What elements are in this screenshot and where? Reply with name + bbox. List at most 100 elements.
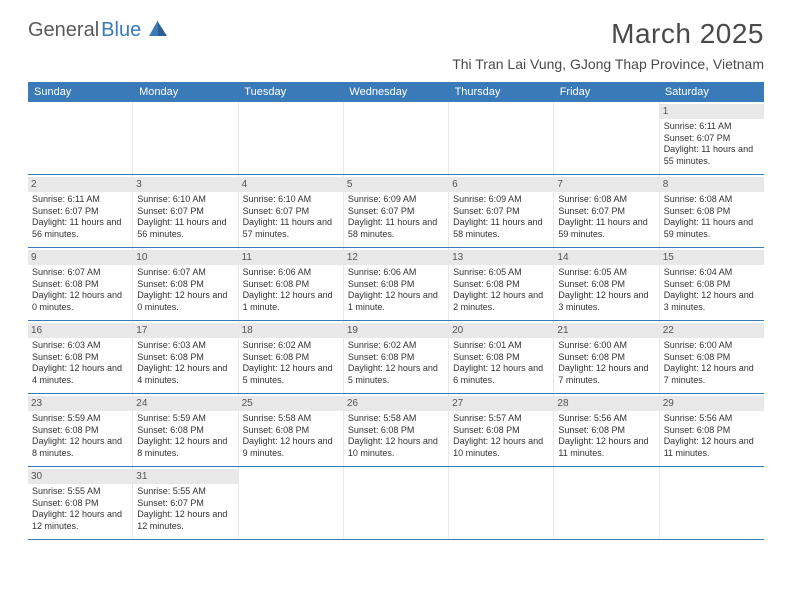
daylight-text: Daylight: 11 hours and 56 minutes. <box>137 217 233 240</box>
header: General Blue March 2025 Thi Tran Lai Vun… <box>0 0 792 76</box>
sunset-text: Sunset: 6:07 PM <box>137 206 233 218</box>
sunset-text: Sunset: 6:08 PM <box>32 425 128 437</box>
sunrise-text: Sunrise: 5:56 AM <box>664 413 760 425</box>
sunrise-text: Sunrise: 5:58 AM <box>243 413 339 425</box>
day-cell <box>133 102 238 174</box>
daylight-text: Daylight: 11 hours and 58 minutes. <box>453 217 549 240</box>
day-cell: 25Sunrise: 5:58 AMSunset: 6:08 PMDayligh… <box>239 394 344 466</box>
sunrise-text: Sunrise: 5:58 AM <box>348 413 444 425</box>
title-block: March 2025 Thi Tran Lai Vung, GJong Thap… <box>452 18 764 72</box>
sunset-text: Sunset: 6:08 PM <box>348 352 444 364</box>
day-number: 21 <box>554 323 658 338</box>
week-row: 1Sunrise: 6:11 AMSunset: 6:07 PMDaylight… <box>28 102 764 175</box>
day-cell: 14Sunrise: 6:05 AMSunset: 6:08 PMDayligh… <box>554 248 659 320</box>
daylight-text: Daylight: 12 hours and 7 minutes. <box>664 363 760 386</box>
day-number: 12 <box>344 250 448 265</box>
daylight-text: Daylight: 11 hours and 59 minutes. <box>664 217 760 240</box>
sunrise-text: Sunrise: 5:59 AM <box>137 413 233 425</box>
sunset-text: Sunset: 6:08 PM <box>664 352 760 364</box>
sunrise-text: Sunrise: 6:00 AM <box>558 340 654 352</box>
sunset-text: Sunset: 6:08 PM <box>32 498 128 510</box>
daylight-text: Daylight: 12 hours and 11 minutes. <box>664 436 760 459</box>
sunrise-text: Sunrise: 6:02 AM <box>243 340 339 352</box>
sunset-text: Sunset: 6:07 PM <box>137 498 233 510</box>
day-number: 5 <box>344 177 448 192</box>
day-number: 17 <box>133 323 237 338</box>
day-number: 16 <box>28 323 132 338</box>
sunrise-text: Sunrise: 5:59 AM <box>32 413 128 425</box>
weekday-header: Thursday <box>449 82 554 102</box>
day-cell: 1Sunrise: 6:11 AMSunset: 6:07 PMDaylight… <box>660 102 764 174</box>
daylight-text: Daylight: 12 hours and 5 minutes. <box>348 363 444 386</box>
day-cell <box>344 467 449 539</box>
day-cell: 17Sunrise: 6:03 AMSunset: 6:08 PMDayligh… <box>133 321 238 393</box>
weekday-header: Friday <box>554 82 659 102</box>
day-number: 28 <box>554 396 658 411</box>
day-cell <box>660 467 764 539</box>
day-cell <box>344 102 449 174</box>
daylight-text: Daylight: 11 hours and 58 minutes. <box>348 217 444 240</box>
sunset-text: Sunset: 6:07 PM <box>558 206 654 218</box>
sunset-text: Sunset: 6:07 PM <box>664 133 760 145</box>
day-number: 19 <box>344 323 448 338</box>
sunset-text: Sunset: 6:08 PM <box>243 279 339 291</box>
week-row: 9Sunrise: 6:07 AMSunset: 6:08 PMDaylight… <box>28 248 764 321</box>
sunset-text: Sunset: 6:08 PM <box>664 425 760 437</box>
day-number: 11 <box>239 250 343 265</box>
day-number: 6 <box>449 177 553 192</box>
day-number: 31 <box>133 469 237 484</box>
day-cell: 18Sunrise: 6:02 AMSunset: 6:08 PMDayligh… <box>239 321 344 393</box>
sunrise-text: Sunrise: 6:10 AM <box>243 194 339 206</box>
week-row: 30Sunrise: 5:55 AMSunset: 6:08 PMDayligh… <box>28 467 764 540</box>
month-title: March 2025 <box>452 18 764 50</box>
sunset-text: Sunset: 6:08 PM <box>243 352 339 364</box>
sunset-text: Sunset: 6:08 PM <box>348 425 444 437</box>
day-cell: 23Sunrise: 5:59 AMSunset: 6:08 PMDayligh… <box>28 394 133 466</box>
day-cell: 7Sunrise: 6:08 AMSunset: 6:07 PMDaylight… <box>554 175 659 247</box>
day-number: 22 <box>660 323 764 338</box>
day-cell: 22Sunrise: 6:00 AMSunset: 6:08 PMDayligh… <box>660 321 764 393</box>
daylight-text: Daylight: 12 hours and 5 minutes. <box>243 363 339 386</box>
day-cell: 5Sunrise: 6:09 AMSunset: 6:07 PMDaylight… <box>344 175 449 247</box>
day-number: 10 <box>133 250 237 265</box>
day-cell: 12Sunrise: 6:06 AMSunset: 6:08 PMDayligh… <box>344 248 449 320</box>
weekday-header: Wednesday <box>343 82 448 102</box>
day-cell <box>28 102 133 174</box>
day-cell <box>239 102 344 174</box>
day-number: 14 <box>554 250 658 265</box>
sunset-text: Sunset: 6:08 PM <box>664 206 760 218</box>
sail-icon <box>147 18 169 43</box>
day-cell <box>554 467 659 539</box>
day-cell <box>449 102 554 174</box>
daylight-text: Daylight: 12 hours and 10 minutes. <box>348 436 444 459</box>
daylight-text: Daylight: 12 hours and 1 minute. <box>348 290 444 313</box>
day-cell: 8Sunrise: 6:08 AMSunset: 6:08 PMDaylight… <box>660 175 764 247</box>
day-number: 13 <box>449 250 553 265</box>
sunrise-text: Sunrise: 6:02 AM <box>348 340 444 352</box>
daylight-text: Daylight: 12 hours and 11 minutes. <box>558 436 654 459</box>
sunset-text: Sunset: 6:08 PM <box>243 425 339 437</box>
weekday-header-row: SundayMondayTuesdayWednesdayThursdayFrid… <box>28 82 764 102</box>
sunrise-text: Sunrise: 6:11 AM <box>32 194 128 206</box>
daylight-text: Daylight: 12 hours and 8 minutes. <box>32 436 128 459</box>
day-number: 15 <box>660 250 764 265</box>
sunset-text: Sunset: 6:07 PM <box>348 206 444 218</box>
day-number: 29 <box>660 396 764 411</box>
day-cell: 16Sunrise: 6:03 AMSunset: 6:08 PMDayligh… <box>28 321 133 393</box>
daylight-text: Daylight: 12 hours and 10 minutes. <box>453 436 549 459</box>
sunrise-text: Sunrise: 6:03 AM <box>137 340 233 352</box>
sunset-text: Sunset: 6:08 PM <box>453 352 549 364</box>
day-cell: 4Sunrise: 6:10 AMSunset: 6:07 PMDaylight… <box>239 175 344 247</box>
daylight-text: Daylight: 12 hours and 12 minutes. <box>137 509 233 532</box>
day-cell: 2Sunrise: 6:11 AMSunset: 6:07 PMDaylight… <box>28 175 133 247</box>
day-number: 8 <box>660 177 764 192</box>
sunset-text: Sunset: 6:07 PM <box>453 206 549 218</box>
day-cell: 21Sunrise: 6:00 AMSunset: 6:08 PMDayligh… <box>554 321 659 393</box>
week-row: 2Sunrise: 6:11 AMSunset: 6:07 PMDaylight… <box>28 175 764 248</box>
sunset-text: Sunset: 6:08 PM <box>453 279 549 291</box>
daylight-text: Daylight: 12 hours and 6 minutes. <box>453 363 549 386</box>
sunrise-text: Sunrise: 6:09 AM <box>453 194 549 206</box>
daylight-text: Daylight: 12 hours and 12 minutes. <box>32 509 128 532</box>
day-number: 26 <box>344 396 448 411</box>
day-cell <box>239 467 344 539</box>
